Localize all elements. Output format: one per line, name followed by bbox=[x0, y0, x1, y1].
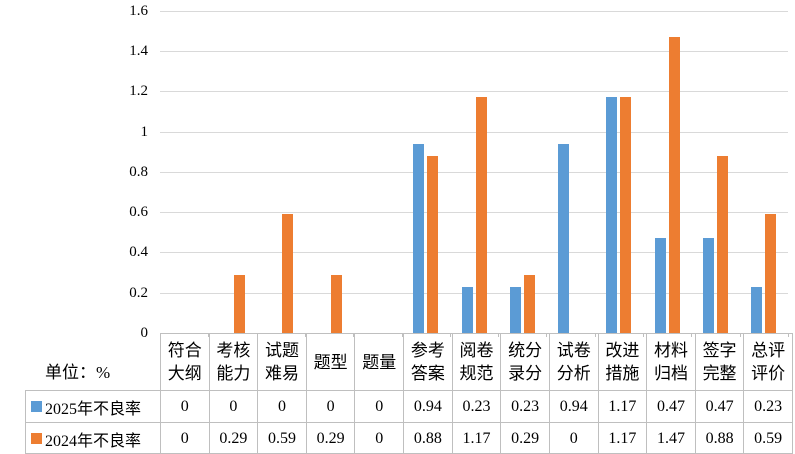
bar bbox=[523, 274, 535, 333]
series-legend-cell: 2024年不良率 bbox=[25, 422, 160, 454]
value-cell: 0.47 bbox=[694, 390, 744, 422]
x-axis-tick bbox=[160, 333, 161, 337]
legend-color-swatch bbox=[31, 433, 42, 444]
x-axis-tick bbox=[353, 333, 355, 337]
series-name: 2025年不良率 bbox=[45, 400, 142, 418]
gridline bbox=[160, 10, 788, 12]
x-axis-tick bbox=[208, 333, 210, 337]
y-tick-label: 0.6 bbox=[129, 204, 148, 221]
bar bbox=[668, 36, 680, 333]
gridline bbox=[160, 212, 788, 214]
gridline bbox=[160, 131, 788, 133]
category-header-cell: 题型 bbox=[305, 333, 355, 390]
gridline bbox=[160, 91, 788, 93]
value-cell: 0 bbox=[160, 422, 209, 454]
value-cell: 0.94 bbox=[548, 390, 598, 422]
value-cell: 0 bbox=[305, 390, 355, 422]
value-cell: 0 bbox=[354, 390, 404, 422]
category-header-cell: 签字 完整 bbox=[694, 333, 744, 390]
value-cell: 0.59 bbox=[743, 422, 792, 454]
x-axis-tick bbox=[788, 333, 789, 337]
category-header-cell: 试卷 分析 bbox=[548, 333, 598, 390]
bar bbox=[620, 97, 632, 333]
bar bbox=[427, 155, 439, 333]
bar bbox=[765, 214, 777, 333]
value-cell: 0 bbox=[160, 390, 209, 422]
category-header-cell: 试题 难易 bbox=[257, 333, 306, 390]
category-header-cell: 符合 大纲 bbox=[160, 333, 209, 390]
bar bbox=[703, 238, 715, 333]
value-cell: 0 bbox=[354, 422, 404, 454]
y-tick-label: 0.2 bbox=[129, 284, 148, 301]
bar bbox=[233, 274, 245, 333]
y-tick-label: 0.8 bbox=[129, 163, 148, 180]
y-tick-label: 1.2 bbox=[129, 83, 148, 100]
value-cell: 0 bbox=[208, 390, 258, 422]
x-axis-tick bbox=[739, 333, 741, 337]
value-cell: 0.29 bbox=[208, 422, 258, 454]
value-cell: 0 bbox=[257, 390, 306, 422]
bar bbox=[330, 274, 342, 333]
bar bbox=[461, 286, 473, 333]
value-cell: 0.29 bbox=[500, 422, 549, 454]
value-cell: 1.17 bbox=[597, 390, 647, 422]
value-cell: 0 bbox=[548, 422, 598, 454]
x-axis-tick bbox=[449, 333, 451, 337]
category-header-cell: 改进 措施 bbox=[597, 333, 647, 390]
bar bbox=[654, 238, 666, 333]
value-cell: 1.47 bbox=[646, 422, 695, 454]
x-axis-tick bbox=[401, 333, 403, 337]
series-legend-cell: 2025年不良率 bbox=[25, 390, 160, 422]
unit-label-cell: 单位：% bbox=[25, 333, 160, 390]
value-cell: 0.88 bbox=[694, 422, 744, 454]
bar bbox=[606, 97, 618, 333]
bar bbox=[558, 143, 570, 333]
category-header-cell: 参考 答案 bbox=[403, 333, 452, 390]
x-axis-tick bbox=[546, 333, 548, 337]
gridline bbox=[160, 292, 788, 294]
bar bbox=[717, 155, 729, 333]
data-table: 单位：% 符合 大纲 考核 能力 试题 难易 题型 题量 参考 答案 阅卷 规范 统分 录分试… bbox=[25, 333, 793, 454]
gridline bbox=[160, 252, 788, 254]
unit-label: 单位：% bbox=[45, 363, 111, 382]
y-tick-label: 0 bbox=[140, 325, 149, 341]
x-axis-tick bbox=[691, 333, 693, 337]
category-header-cell: 阅卷 规范 bbox=[451, 333, 501, 390]
value-cell: 0.47 bbox=[646, 390, 695, 422]
category-header-cell: 题量 bbox=[354, 333, 404, 390]
value-cell: 0.23 bbox=[451, 390, 501, 422]
x-axis-tick bbox=[594, 333, 596, 337]
value-cell: 1.17 bbox=[451, 422, 501, 454]
y-tick-label: 1.4 bbox=[129, 42, 148, 59]
value-cell: 0.94 bbox=[403, 390, 452, 422]
y-tick-label: 1 bbox=[140, 123, 149, 140]
y-tick-label: 1.6 bbox=[129, 2, 148, 19]
x-axis-tick bbox=[256, 333, 258, 337]
category-header-cell: 总评 评价 bbox=[743, 333, 792, 390]
bar bbox=[413, 143, 425, 333]
x-axis-tick bbox=[498, 333, 500, 337]
gridline bbox=[160, 171, 788, 173]
bar bbox=[282, 214, 294, 333]
category-header-cell: 统分 录分 bbox=[500, 333, 549, 390]
category-header-cell: 材料 归档 bbox=[646, 333, 695, 390]
value-cell: 0.88 bbox=[403, 422, 452, 454]
category-header-cell: 考核 能力 bbox=[208, 333, 258, 390]
y-tick-label: 0.4 bbox=[129, 244, 148, 261]
bar bbox=[475, 97, 487, 333]
value-cell: 0.23 bbox=[743, 390, 792, 422]
value-cell: 0.23 bbox=[500, 390, 549, 422]
value-cell: 0.59 bbox=[257, 422, 306, 454]
bar bbox=[509, 286, 521, 333]
series-name: 2024年不良率 bbox=[45, 432, 142, 450]
value-cell: 0.29 bbox=[305, 422, 355, 454]
plot-area bbox=[160, 0, 788, 333]
legend-color-swatch bbox=[31, 401, 42, 412]
value-cell: 1.17 bbox=[597, 422, 647, 454]
bar bbox=[751, 286, 763, 333]
x-axis-tick bbox=[304, 333, 306, 337]
gridline bbox=[160, 50, 788, 52]
x-axis-tick bbox=[643, 333, 645, 337]
